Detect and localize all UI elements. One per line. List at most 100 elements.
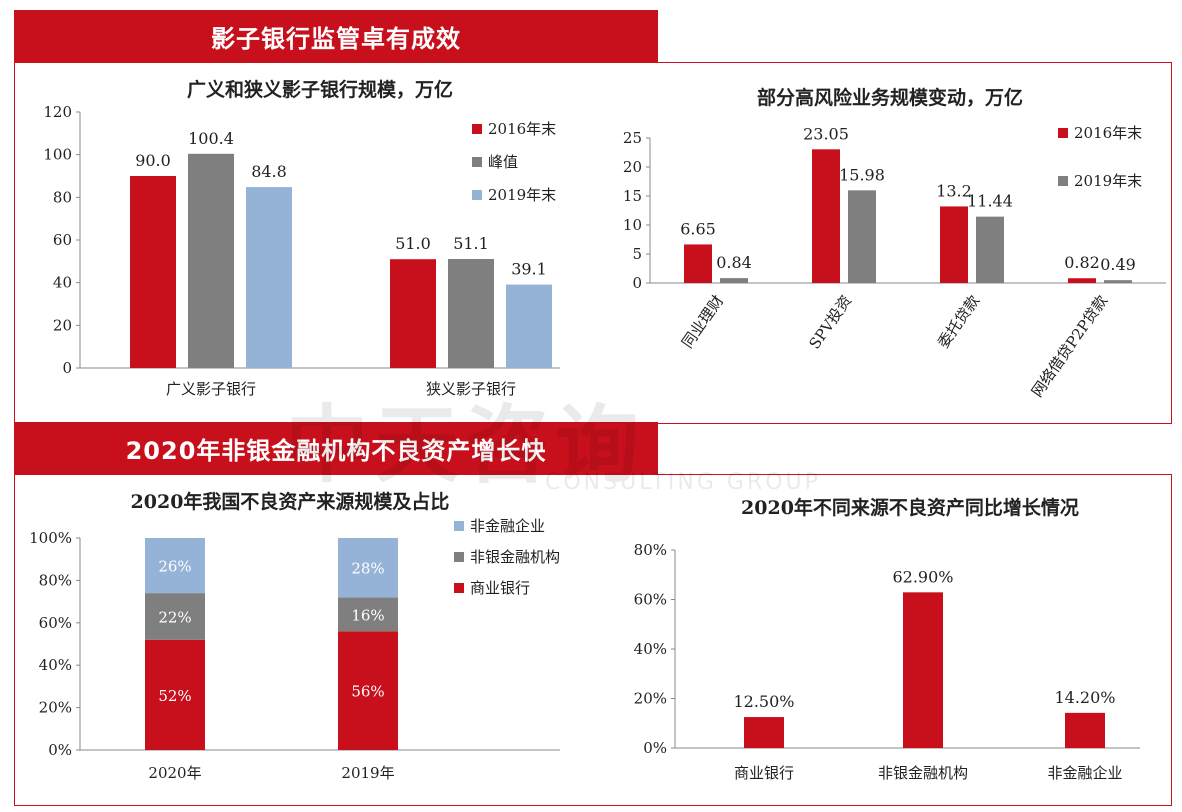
bar-segment <box>145 593 205 640</box>
y-tick-label: 100 <box>43 146 72 164</box>
bar <box>744 717 784 748</box>
data-label: 6.65 <box>680 219 716 238</box>
bar <box>684 244 712 283</box>
y-tick-label: 80 <box>53 188 72 206</box>
data-label: 0.82 <box>1064 253 1100 272</box>
data-label: 39.1 <box>511 260 547 279</box>
bar-segment <box>145 538 205 594</box>
y-tick-label: 15 <box>623 187 642 205</box>
y-tick-label: 0 <box>632 274 642 292</box>
bar <box>390 259 436 368</box>
segment-label: 28% <box>351 560 384 578</box>
y-tick-label: 0 <box>62 359 72 377</box>
legend-label: 2019年末 <box>1074 172 1142 190</box>
data-label: 23.05 <box>803 124 849 143</box>
legend-label: 2019年末 <box>488 186 556 204</box>
bar-segment <box>338 538 398 598</box>
data-label: 15.98 <box>839 165 885 184</box>
y-tick-label: 0% <box>643 739 667 757</box>
data-label: 13.2 <box>936 181 972 200</box>
x-category-label: 狭义影子银行 <box>426 380 516 398</box>
data-label: 51.1 <box>453 234 489 253</box>
bar-segment <box>338 597 398 632</box>
bar-segment <box>338 631 398 750</box>
data-label: 100.4 <box>188 129 234 148</box>
bar <box>448 258 494 368</box>
x-category-label: 非银金融机构 <box>878 764 968 782</box>
x-category-label: 同业理财 <box>678 292 727 351</box>
x-category-label: 非金融企业 <box>1047 764 1122 782</box>
legend-swatch <box>454 521 464 531</box>
x-category-label: 网络借贷P2P贷款 <box>1028 292 1111 400</box>
legend-swatch <box>472 157 482 167</box>
y-tick-label: 60% <box>39 614 72 632</box>
data-label: 0.49 <box>1100 255 1136 274</box>
y-tick-label: 80% <box>634 541 667 559</box>
segment-label: 22% <box>158 608 191 626</box>
chart-high-risk-business: 部分高风险业务规模变动，万亿 0 5 10 15 20 25 6.650.84 同业理财 23.0… <box>623 86 1166 400</box>
bottom-panel <box>14 474 1172 806</box>
data-label: 51.0 <box>395 234 431 253</box>
bar <box>1104 280 1132 283</box>
y-tick-label: 80% <box>39 571 72 589</box>
bar-segment <box>145 639 205 750</box>
legend-label: 商业银行 <box>470 579 530 597</box>
legend-swatch <box>1058 128 1068 138</box>
data-label: 12.50% <box>733 692 794 711</box>
bar <box>1065 712 1105 748</box>
y-tick-label: 20% <box>39 699 72 717</box>
segment-label: 56% <box>351 683 384 701</box>
x-category-label: 委托贷款 <box>934 292 983 351</box>
bar <box>940 206 968 283</box>
bar <box>506 284 552 368</box>
y-tick-label: 5 <box>632 245 642 263</box>
chart-npa-source-share: 2020年我国不良资产来源规模及占比 0% 20% 40% 60% 80% 100% 52% 2… <box>29 490 560 782</box>
legend-swatch <box>472 190 482 200</box>
bar <box>812 149 840 283</box>
x-category-label: 2019年 <box>341 764 394 782</box>
segment-label: 16% <box>351 606 384 624</box>
chart-title: 2020年我国不良资产来源规模及占比 <box>131 490 450 513</box>
y-tick-label: 20 <box>623 158 642 176</box>
chart-npa-growth: 2020年不同来源不良资产同比增长情况 0% 20% 40% 60% 80% 12.50% 商… <box>634 496 1140 782</box>
data-label: 14.20% <box>1054 688 1115 707</box>
y-tick-label: 10 <box>623 216 642 234</box>
bottom-banner-title: 2020年非银金融机构不良资产增长快 <box>14 422 658 474</box>
bar <box>720 278 748 283</box>
y-tick-label: 60% <box>634 591 667 609</box>
bar <box>976 216 1004 283</box>
y-tick-label: 20% <box>634 690 667 708</box>
y-tick-label: 100% <box>29 529 72 547</box>
bar <box>130 176 176 368</box>
top-banner-title: 影子银行监管卓有成效 <box>14 10 658 62</box>
segment-label: 26% <box>158 558 191 576</box>
x-category-label: 广义影子银行 <box>166 380 256 398</box>
bar <box>848 190 876 283</box>
bar <box>246 187 292 368</box>
data-label: 62.90% <box>892 567 953 586</box>
x-category-label: SPV投资 <box>805 292 855 352</box>
y-tick-label: 20 <box>53 316 72 334</box>
y-tick-label: 40% <box>634 640 667 658</box>
chart-title: 广义和狭义影子银行规模，万亿 <box>187 78 453 101</box>
data-label: 11.44 <box>967 192 1013 211</box>
y-tick-label: 25 <box>623 129 642 147</box>
y-tick-label: 40 <box>53 274 72 292</box>
legend-label: 2016年末 <box>488 120 556 138</box>
y-tick-label: 60 <box>53 231 72 249</box>
x-category-label: 商业银行 <box>734 764 794 782</box>
chart-title: 部分高风险业务规模变动，万亿 <box>757 86 1023 109</box>
legend-swatch <box>454 552 464 562</box>
y-tick-label: 40% <box>39 656 72 674</box>
y-tick-label: 120 <box>43 103 72 121</box>
legend-label: 2016年末 <box>1074 124 1142 142</box>
legend-label: 非金融企业 <box>470 517 545 535</box>
legend-label: 峰值 <box>488 153 518 171</box>
x-category-label: 2020年 <box>148 764 201 782</box>
chart-shadow-banking-scale: 广义和狭义影子银行规模，万亿 0 20 40 60 80 100 120 90.0 100.4 84… <box>43 78 560 398</box>
data-label: 0.84 <box>716 253 752 272</box>
chart-title: 2020年不同来源不良资产同比增长情况 <box>741 496 1079 519</box>
segment-label: 52% <box>158 687 191 705</box>
legend-swatch <box>472 124 482 134</box>
bar <box>188 153 234 368</box>
